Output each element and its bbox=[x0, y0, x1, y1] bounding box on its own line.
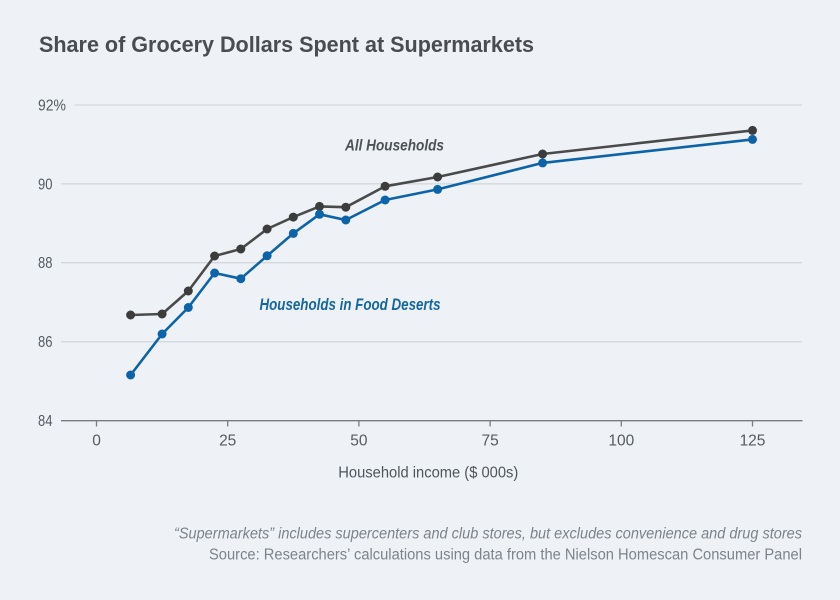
svg-text:50: 50 bbox=[350, 433, 368, 450]
svg-text:125: 125 bbox=[740, 433, 766, 450]
svg-text:Source: Researchers’ calculati: Source: Researchers’ calculations using … bbox=[209, 547, 802, 564]
svg-text:100: 100 bbox=[608, 433, 634, 450]
svg-text:88: 88 bbox=[38, 255, 53, 272]
svg-text:92%: 92% bbox=[38, 98, 66, 115]
svg-text:0: 0 bbox=[92, 433, 101, 450]
svg-text:90: 90 bbox=[38, 176, 53, 193]
svg-text:84: 84 bbox=[38, 413, 53, 430]
svg-text:25: 25 bbox=[219, 433, 236, 450]
svg-text:Household income ($ 000s): Household income ($ 000s) bbox=[338, 465, 518, 482]
svg-text:86: 86 bbox=[38, 334, 53, 351]
svg-text:75: 75 bbox=[481, 433, 498, 450]
svg-text:Households in Food Deserts: Households in Food Deserts bbox=[260, 296, 441, 314]
svg-text:“Supermarkets” includes superc: “Supermarkets” includes supercenters and… bbox=[174, 526, 802, 543]
svg-text:Share of Grocery Dollars Spent: Share of Grocery Dollars Spent at Superm… bbox=[39, 32, 534, 57]
svg-text:All Households: All Households bbox=[344, 138, 444, 155]
